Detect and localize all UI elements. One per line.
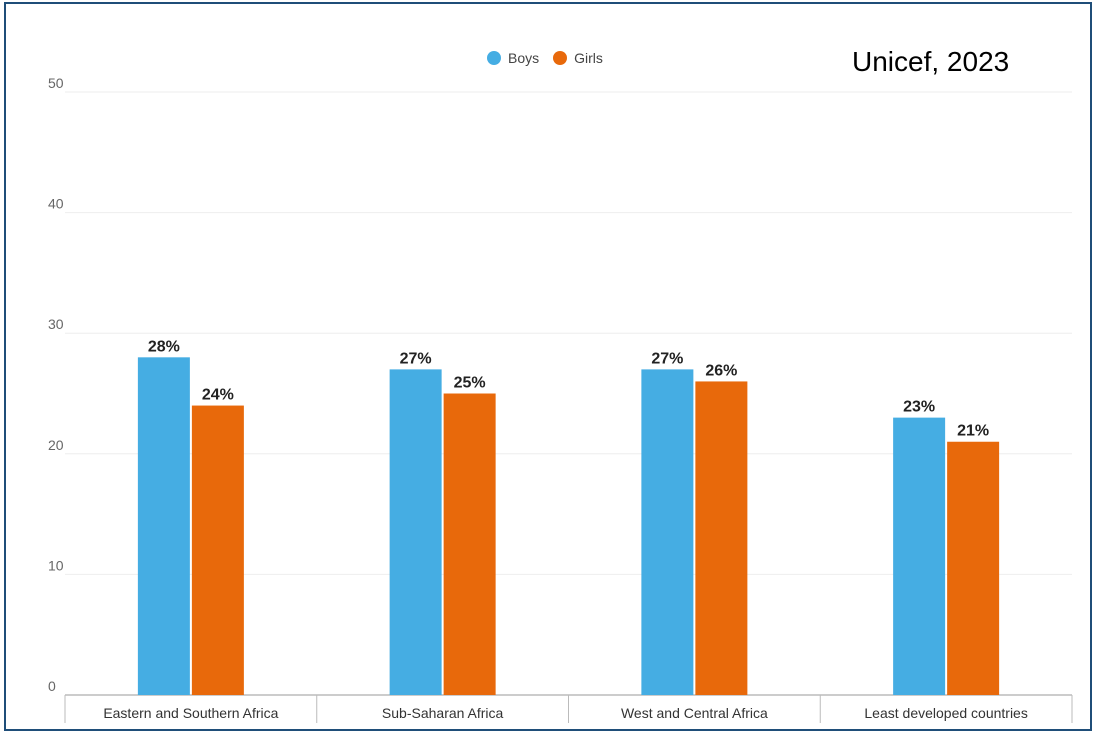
x-tick-label-3: Least developed countries — [864, 705, 1027, 721]
data-label-girls-0: 24% — [202, 387, 234, 404]
data-label-boys-0: 28% — [148, 338, 180, 355]
legend-item-girls: Girls — [553, 50, 603, 66]
y-tick-label-10: 10 — [48, 557, 64, 573]
y-tick-label-20: 20 — [48, 437, 64, 453]
data-label-boys-3: 23% — [903, 399, 935, 416]
data-label-girls-3: 21% — [957, 423, 989, 440]
bar-boys-1 — [389, 369, 442, 695]
legend-label-girls: Girls — [574, 50, 603, 66]
y-tick-label-0: 0 — [48, 678, 56, 694]
x-tick-label-2: West and Central Africa — [621, 705, 768, 721]
data-label-girls-1: 25% — [454, 375, 486, 392]
legend-swatch-boys — [487, 51, 501, 65]
data-label-girls-2: 26% — [705, 362, 737, 379]
bar-girls-3 — [947, 441, 1000, 695]
legend-item-boys: Boys — [487, 50, 539, 66]
bar-boys-2 — [641, 369, 694, 695]
bar-girls-1 — [443, 393, 496, 695]
bar-boys-0 — [137, 357, 190, 695]
y-tick-label-30: 30 — [48, 316, 64, 332]
x-tick-label-0: Eastern and Southern Africa — [103, 705, 278, 721]
data-label-boys-1: 27% — [400, 350, 432, 367]
legend-label-boys: Boys — [508, 50, 540, 66]
y-tick-label-40: 40 — [48, 196, 64, 212]
source-note: Unicef, 2023 — [852, 46, 1010, 77]
y-tick-label-50: 50 — [48, 75, 64, 91]
x-tick-label-1: Sub-Saharan Africa — [382, 705, 504, 721]
data-label-boys-2: 27% — [651, 350, 683, 367]
bar-boys-3 — [893, 417, 946, 695]
bar-girls-2 — [695, 381, 748, 695]
bar-girls-0 — [191, 405, 244, 695]
legend-swatch-girls — [553, 51, 568, 65]
chart-legend: Boys Girls — [487, 50, 609, 66]
